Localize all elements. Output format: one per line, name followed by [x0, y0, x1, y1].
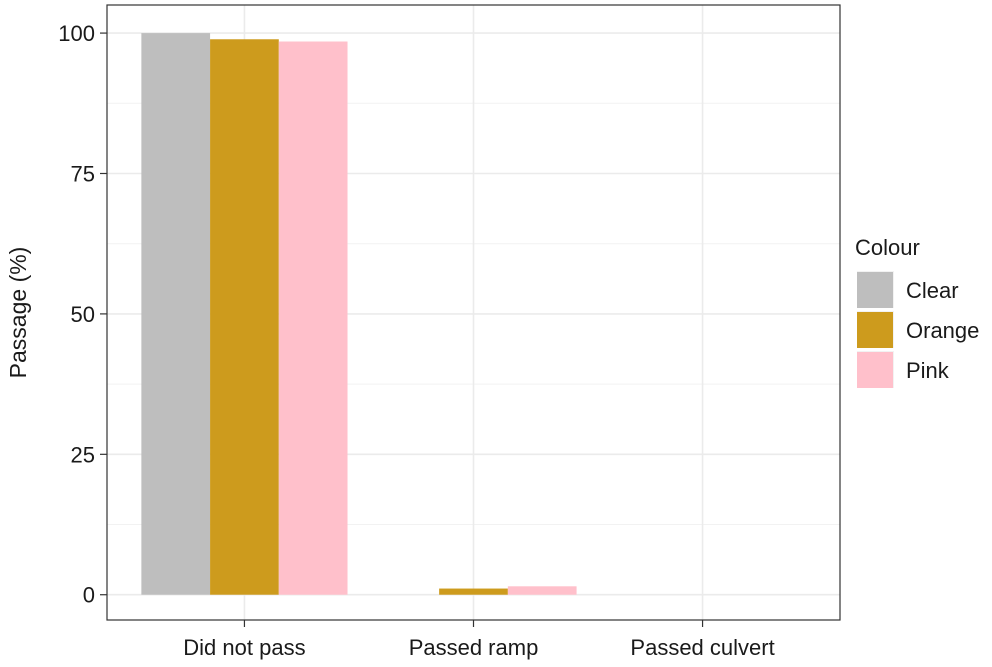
legend-label-orange: Orange: [906, 318, 979, 343]
x-tick-label: Passed culvert: [630, 635, 774, 660]
y-axis-title: Passage (%): [5, 247, 31, 379]
legend-title: Colour: [855, 235, 920, 260]
bar-orange-1: [210, 39, 279, 595]
legend-label-clear: Clear: [906, 278, 959, 303]
legend: Colour Clear Orange Pink: [855, 235, 979, 388]
legend-items: Clear Orange Pink: [857, 271, 979, 388]
y-tick-label: 25: [71, 442, 95, 467]
bar-orange-2: [439, 588, 508, 595]
x-tick-label: Passed ramp: [409, 635, 539, 660]
legend-swatch-orange: [857, 312, 893, 348]
bar-clear-1: [141, 33, 211, 595]
x-tick-label: Did not pass: [183, 635, 305, 660]
bar-pink-2: [507, 586, 577, 595]
y-tick-label: 50: [71, 302, 95, 327]
y-tick-label: 100: [58, 21, 95, 46]
legend-swatch-clear: [857, 272, 893, 308]
legend-label-pink: Pink: [906, 358, 950, 383]
y-axis: 0 25 50 75 100: [58, 21, 107, 608]
x-axis: Did not pass Passed ramp Passed culvert: [183, 620, 775, 660]
bar-pink-1: [278, 41, 348, 595]
bars: [141, 33, 577, 595]
y-tick-label: 75: [71, 161, 95, 186]
y-tick-label: 0: [83, 583, 95, 608]
legend-swatch-pink: [857, 352, 893, 388]
